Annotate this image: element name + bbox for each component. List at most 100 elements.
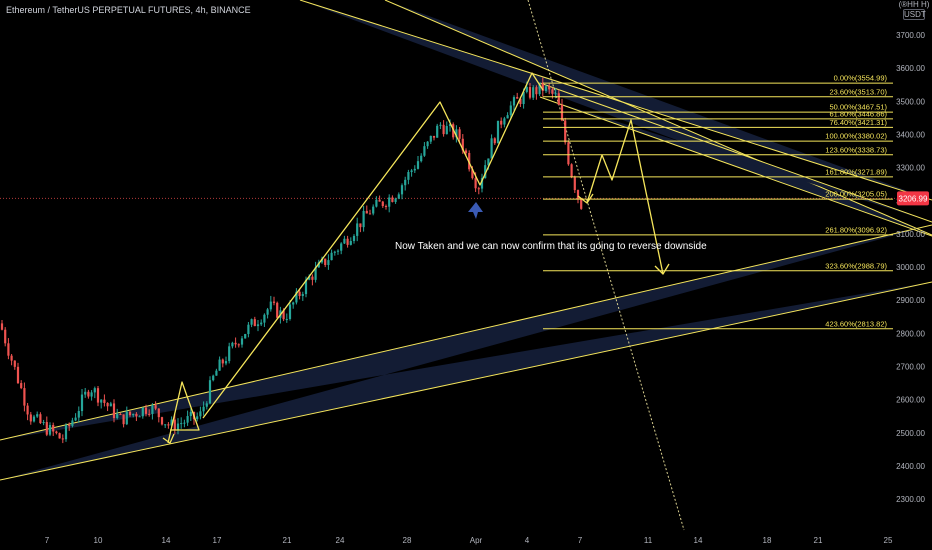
candle-body-36 xyxy=(116,414,119,419)
candle-body-8 xyxy=(26,405,29,415)
y-tick-label-5: 2800.00 xyxy=(896,329,925,338)
candle-body-45 xyxy=(144,407,148,414)
candle-body-25 xyxy=(80,394,84,412)
candle-body-175 xyxy=(560,104,564,121)
arrow-head-left xyxy=(162,433,175,444)
y-tick-label-2: 2500.00 xyxy=(896,429,925,438)
candle-body-38 xyxy=(122,414,125,425)
candle-body-98 xyxy=(314,267,317,280)
candle-body-80 xyxy=(256,324,260,327)
candle-body-62 xyxy=(199,411,202,417)
fib-level-label-5: 100.00%(3380.02) xyxy=(825,132,887,141)
candle-body-2 xyxy=(7,343,10,356)
candle-body-73 xyxy=(234,342,237,345)
currency-unit: USDT xyxy=(903,9,926,20)
candle-body-123 xyxy=(394,198,397,202)
y-tick-label-12: 3500.00 xyxy=(896,97,925,106)
candle-body-105 xyxy=(336,250,340,252)
fib-level-label-3: 61.80%(3446.86) xyxy=(829,109,887,118)
currency-label[interactable]: (®HH H) USDT xyxy=(897,0,931,20)
candle-body-93 xyxy=(298,291,301,296)
candle-body-112 xyxy=(359,223,362,228)
x-tick-label-3: 17 xyxy=(213,536,222,545)
candle-body-131 xyxy=(420,155,423,162)
x-tick-label-8: 4 xyxy=(525,536,530,545)
candle-body-22 xyxy=(71,420,74,426)
candle-body-71 xyxy=(228,346,231,362)
candle-body-173 xyxy=(554,93,557,95)
candle-body-79 xyxy=(253,319,256,327)
axis-layer: 2300.00 2400.00 2500.00 2600.00 2700.00 2800.… xyxy=(45,31,929,545)
chart-annotation: Now Taken and we can now confirm that it… xyxy=(395,241,707,252)
candle-body-154 xyxy=(493,138,496,144)
candle-body-118 xyxy=(378,199,381,202)
candle-body-46 xyxy=(148,413,151,415)
candle-body-41 xyxy=(132,413,135,416)
channel-band-2 xyxy=(540,83,932,236)
candle-body-110 xyxy=(352,235,356,242)
candle-body-7 xyxy=(23,388,26,406)
candle-body-166 xyxy=(532,87,535,98)
candle-body-4 xyxy=(13,360,16,367)
candle-body-10 xyxy=(32,416,36,422)
candle-body-26 xyxy=(84,391,87,395)
candle-body-76 xyxy=(244,334,247,339)
y-tick-label-14: 3700.00 xyxy=(896,31,925,40)
channel-lower-line-0 xyxy=(0,281,932,481)
arrow-head-target xyxy=(654,263,670,275)
candle-body-55 xyxy=(176,423,180,431)
y-tick-label-4: 2700.00 xyxy=(896,363,925,372)
candle-body-52 xyxy=(167,424,170,426)
candle-body-126 xyxy=(404,179,407,186)
candle-body-65 xyxy=(208,380,212,404)
candle-body-3 xyxy=(10,355,13,361)
channel-layer xyxy=(0,0,932,531)
candle-body-170 xyxy=(544,86,548,91)
candle-body-162 xyxy=(519,98,522,105)
candle-body-91 xyxy=(292,302,295,305)
candles-layer xyxy=(0,77,583,444)
candle-body-82 xyxy=(263,314,266,323)
candle-body-66 xyxy=(212,375,215,381)
candle-body-83 xyxy=(266,309,269,315)
channel-upper-line-0 xyxy=(0,224,932,441)
candle-body-106 xyxy=(340,243,343,251)
candle-body-89 xyxy=(285,318,288,320)
candle-body-90 xyxy=(288,304,292,319)
candle-body-120 xyxy=(384,206,388,208)
candle-body-178 xyxy=(570,164,573,178)
candle-body-48 xyxy=(154,405,157,409)
candle-body-1 xyxy=(4,329,7,344)
candle-body-130 xyxy=(416,161,420,169)
candle-body-129 xyxy=(413,168,416,171)
x-tick-label-12: 18 xyxy=(763,536,772,545)
channel-lower-line-2 xyxy=(539,96,932,237)
candle-body-155 xyxy=(496,120,500,144)
x-tick-label-14: 25 xyxy=(884,536,893,545)
candle-body-171 xyxy=(548,86,551,90)
arrow-head-mid xyxy=(577,193,594,204)
candle-body-28 xyxy=(90,392,93,397)
x-tick-label-4: 21 xyxy=(283,536,292,545)
candle-body-9 xyxy=(29,414,32,422)
candle-body-103 xyxy=(330,252,333,261)
x-tick-label-5: 24 xyxy=(336,536,345,545)
candle-body-50 xyxy=(160,417,164,425)
fib-level-label-11: 423.60%(2813.82) xyxy=(825,319,887,328)
candle-body-64 xyxy=(205,403,208,407)
fib-level-label-6: 123.60%(3338.73) xyxy=(825,145,887,154)
candle-body-35 xyxy=(112,403,116,419)
candle-body-14 xyxy=(45,422,48,435)
candle-body-47 xyxy=(151,405,154,414)
candle-body-75 xyxy=(240,338,244,345)
fibonacci-layer: 0.00%(3554.99) 23.60%(3513.70) 50.00%(3467… xyxy=(543,74,893,330)
candle-body-29 xyxy=(93,388,96,393)
fib-level-label-0: 0.00%(3554.99) xyxy=(834,74,888,83)
candle-body-21 xyxy=(68,425,71,427)
candle-body-119 xyxy=(381,201,384,207)
candle-body-20 xyxy=(64,425,68,440)
candle-body-144 xyxy=(461,138,464,151)
candle-body-177 xyxy=(567,142,570,165)
